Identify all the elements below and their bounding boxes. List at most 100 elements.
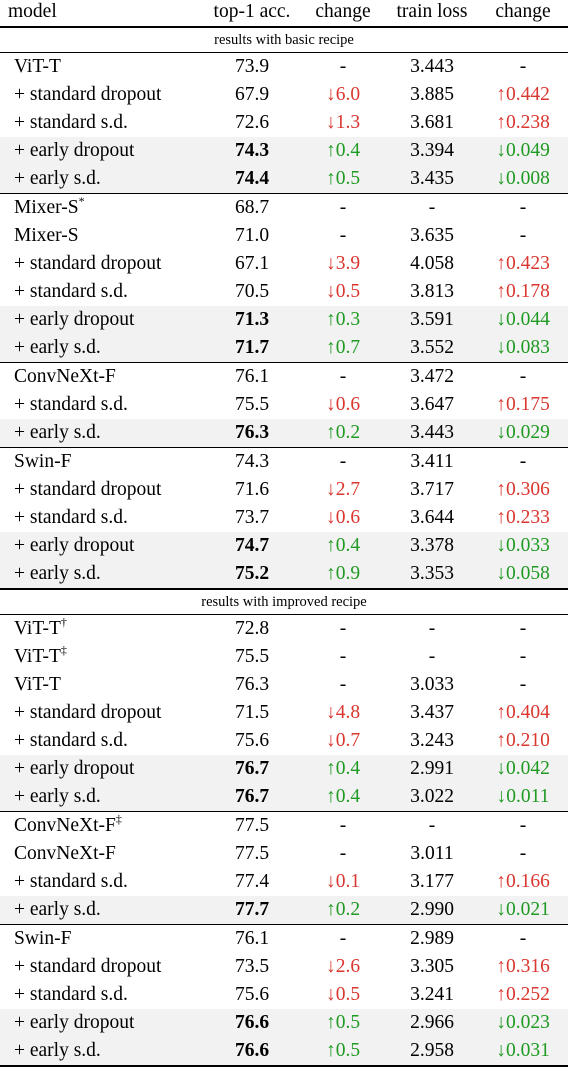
table-row: ConvNeXt-F 77.5 - 3.011 - (0, 840, 568, 868)
train-loss-value: 3.305 (410, 956, 454, 977)
table-row: + early s.d. 76.6 ↑0.5 2.958 ↓0.031 (0, 1037, 568, 1065)
acc-change-value: ↑0.4 (325, 535, 361, 556)
model-name: ConvNeXt-F (14, 840, 116, 868)
top1-acc-value: 72.8 (234, 618, 270, 639)
model-name: + early dropout (14, 755, 134, 783)
section-title: results with improved recipe (201, 594, 367, 610)
acc-change-value: ↑0.4 (325, 786, 361, 807)
model-label: + standard s.d. (14, 394, 128, 415)
train-loss-value: 2.958 (410, 1040, 454, 1061)
train-loss-value: 3.472 (410, 366, 454, 387)
top1-acc-value: 67.1 (234, 253, 270, 274)
model-label: + standard dropout (14, 702, 162, 723)
header-change-acc: change (315, 1, 371, 22)
loss-change-value: ↓0.049 (496, 140, 550, 161)
train-loss-value: 3.443 (410, 422, 454, 443)
loss-change-value: ↑0.238 (496, 112, 550, 133)
acc-change-value: ↓0.1 (325, 871, 361, 892)
loss-change-value: - (519, 56, 527, 77)
acc-change-value: - (339, 56, 347, 77)
table-row: + standard s.d. 70.5 ↓0.5 3.813 ↑0.178 (0, 278, 568, 306)
acc-change-value: - (339, 225, 347, 246)
acc-change-value: - (339, 674, 347, 695)
table-rule (0, 193, 568, 194)
table-row: + standard s.d. 75.6 ↓0.7 3.243 ↑0.210 (0, 727, 568, 755)
top1-acc-value: 71.7 (234, 337, 270, 358)
loss-change-value: ↓0.044 (496, 309, 550, 330)
train-loss-value: 3.378 (410, 535, 454, 556)
loss-change-value: ↓0.058 (496, 563, 550, 584)
top1-acc-value: 70.5 (234, 281, 270, 302)
model-label: + early dropout (14, 309, 135, 330)
train-loss-value: 3.644 (410, 507, 454, 528)
model-label: + early s.d. (14, 422, 101, 443)
model-name: + standard s.d. (14, 278, 128, 306)
loss-change-value: - (519, 674, 527, 695)
acc-change-value: ↑0.9 (325, 563, 361, 584)
train-loss-value: 3.443 (410, 56, 454, 77)
train-loss-value: 3.241 (410, 984, 454, 1005)
model-label: + early s.d. (14, 168, 101, 189)
model-label: + early s.d. (14, 337, 101, 358)
table-row: + early dropout 76.6 ↑0.5 2.966 ↓0.023 (0, 1009, 568, 1037)
table-row: Swin-F 74.3 - 3.411 - (0, 448, 568, 476)
model-name: ViT-T‡ (14, 643, 67, 671)
top1-acc-value: 76.3 (234, 422, 270, 443)
loss-change-value: ↑0.423 (496, 253, 550, 274)
top1-acc-value: 75.5 (234, 646, 270, 667)
acc-change-value: ↓1.3 (325, 112, 361, 133)
header-top1-acc: top-1 acc. (213, 1, 291, 22)
model-name: + standard s.d. (14, 504, 128, 532)
top1-acc-value: 75.6 (234, 730, 270, 751)
top1-acc-value: 75.5 (234, 394, 270, 415)
model-label: ViT-T (14, 618, 61, 639)
top1-acc-value: 76.7 (234, 786, 270, 807)
top1-acc-value: 76.1 (234, 928, 270, 949)
model-label: + early dropout (14, 758, 135, 779)
acc-change-value: - (339, 366, 347, 387)
model-footnote-mark: * (78, 194, 85, 208)
top1-acc-value: 76.1 (234, 366, 270, 387)
table-rule (0, 811, 568, 812)
train-loss-value: 3.394 (410, 140, 454, 161)
train-loss-value: 3.411 (410, 451, 454, 472)
table-row: + standard s.d. 73.7 ↓0.6 3.644 ↑0.233 (0, 504, 568, 532)
loss-change-value: - (519, 646, 527, 667)
model-label: + standard s.d. (14, 730, 128, 751)
loss-change-value: - (519, 843, 527, 864)
table-row: + standard s.d. 77.4 ↓0.1 3.177 ↑0.166 (0, 868, 568, 896)
model-name: Swin-F (14, 448, 71, 476)
model-name: + standard s.d. (14, 391, 128, 419)
model-label: ConvNeXt-F (14, 815, 116, 836)
model-name: + early dropout (14, 306, 134, 334)
table-row: + early s.d. 76.7 ↑0.4 3.022 ↓0.011 (0, 783, 568, 811)
model-label: + standard s.d. (14, 281, 128, 302)
model-name: + standard s.d. (14, 868, 128, 896)
loss-change-value: ↑0.316 (496, 956, 550, 977)
top1-acc-value: 75.2 (234, 563, 270, 584)
model-name: + early s.d. (14, 783, 101, 811)
table-row: + standard s.d. 75.6 ↓0.5 3.241 ↑0.252 (0, 981, 568, 1009)
acc-change-value: ↓2.7 (325, 479, 361, 500)
model-name: ViT-T (14, 53, 61, 81)
acc-change-value: - (339, 618, 347, 639)
model-footnote-mark: ‡ (115, 812, 122, 826)
model-label: Swin-F (14, 928, 72, 949)
model-label: + standard s.d. (14, 984, 128, 1005)
train-loss-value: 3.552 (410, 337, 454, 358)
loss-change-value: ↑0.175 (496, 394, 550, 415)
acc-change-value: ↓4.8 (325, 702, 361, 723)
loss-change-value: - (519, 815, 527, 836)
top1-acc-value: 71.3 (234, 309, 270, 330)
model-name: + standard dropout (14, 699, 161, 727)
top1-acc-value: 74.4 (234, 168, 270, 189)
table-row: + standard dropout 67.1 ↓3.9 4.058 ↑0.423 (0, 250, 568, 278)
train-loss-value: 3.885 (410, 84, 454, 105)
table-rule (0, 26, 568, 28)
loss-change-value: - (519, 366, 527, 387)
loss-change-value: ↑0.178 (496, 281, 550, 302)
model-name: + early dropout (14, 532, 134, 560)
table-row: + early dropout 74.7 ↑0.4 3.378 ↓0.033 (0, 532, 568, 560)
loss-change-value: ↓0.029 (496, 422, 550, 443)
table-rule (0, 588, 568, 590)
